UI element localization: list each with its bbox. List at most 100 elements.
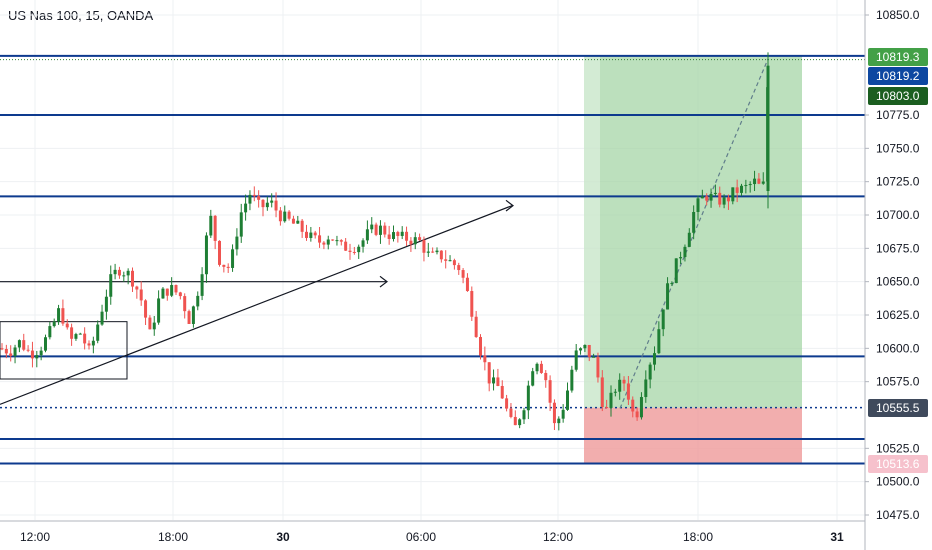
candle[interactable]	[200, 274, 204, 296]
candle[interactable]	[431, 251, 435, 253]
candle[interactable]	[735, 187, 739, 193]
candle[interactable]	[418, 237, 422, 241]
candle[interactable]	[552, 402, 556, 424]
candle[interactable]	[539, 363, 543, 373]
candle[interactable]	[331, 239, 335, 241]
candle[interactable]	[309, 232, 313, 238]
candle[interactable]	[13, 347, 17, 356]
candle[interactable]	[361, 240, 365, 247]
candle[interactable]	[687, 232, 691, 247]
candle[interactable]	[713, 192, 717, 194]
candle[interactable]	[522, 410, 526, 420]
candle[interactable]	[400, 231, 404, 236]
candle[interactable]	[479, 336, 482, 356]
candle[interactable]	[566, 390, 569, 410]
candle[interactable]	[235, 236, 239, 250]
candle[interactable]	[670, 283, 674, 285]
candle[interactable]	[748, 184, 752, 186]
candle[interactable]	[374, 224, 378, 235]
candle[interactable]	[626, 383, 630, 400]
candle[interactable]	[39, 350, 43, 356]
candle[interactable]	[161, 288, 165, 299]
candle[interactable]	[465, 277, 469, 292]
candle[interactable]	[696, 198, 700, 212]
candle[interactable]	[570, 369, 574, 391]
candle[interactable]	[505, 398, 509, 409]
candle[interactable]	[413, 237, 417, 245]
candle[interactable]	[653, 353, 656, 365]
candle[interactable]	[392, 232, 395, 239]
candle[interactable]	[557, 418, 561, 424]
candle[interactable]	[648, 364, 652, 380]
candle[interactable]	[644, 379, 648, 398]
candle[interactable]	[348, 250, 352, 252]
candle[interactable]	[287, 211, 291, 219]
candle[interactable]	[122, 275, 126, 277]
candle[interactable]	[274, 200, 278, 211]
candle[interactable]	[270, 200, 274, 203]
candle[interactable]	[718, 192, 722, 205]
candle[interactable]	[326, 239, 330, 245]
candle[interactable]	[474, 316, 478, 337]
candle[interactable]	[52, 321, 56, 327]
candle[interactable]	[531, 371, 535, 386]
candle[interactable]	[579, 348, 583, 351]
candle[interactable]	[113, 269, 117, 275]
candle[interactable]	[187, 311, 191, 324]
candle[interactable]	[100, 311, 104, 325]
candle[interactable]	[96, 324, 100, 341]
candle[interactable]	[470, 291, 474, 317]
candle[interactable]	[518, 419, 522, 426]
candle[interactable]	[26, 349, 30, 351]
candle[interactable]	[448, 260, 452, 262]
candle[interactable]	[526, 385, 530, 411]
candle[interactable]	[722, 197, 726, 205]
candle[interactable]	[574, 350, 578, 370]
candle[interactable]	[191, 306, 195, 324]
candle[interactable]	[370, 224, 374, 230]
candle[interactable]	[318, 235, 322, 243]
candle[interactable]	[248, 194, 252, 204]
candle[interactable]	[322, 242, 326, 245]
candle[interactable]	[535, 363, 539, 372]
candle[interactable]	[513, 416, 517, 426]
candle[interactable]	[622, 379, 626, 384]
candle[interactable]	[231, 249, 235, 268]
candle[interactable]	[509, 408, 513, 417]
candle[interactable]	[126, 270, 130, 276]
candle[interactable]	[313, 232, 317, 236]
candle[interactable]	[661, 309, 665, 330]
candle[interactable]	[61, 308, 65, 324]
candle[interactable]	[283, 211, 287, 222]
candle[interactable]	[291, 218, 295, 224]
candle[interactable]	[378, 225, 382, 235]
candle[interactable]	[487, 362, 491, 384]
candle[interactable]	[365, 229, 369, 241]
candle[interactable]	[257, 196, 261, 200]
candle[interactable]	[148, 317, 152, 330]
candle[interactable]	[335, 240, 339, 242]
candle[interactable]	[757, 178, 761, 184]
candle[interactable]	[218, 240, 221, 265]
candle[interactable]	[35, 355, 39, 359]
candle[interactable]	[78, 333, 82, 335]
candle[interactable]	[91, 340, 95, 346]
candle[interactable]	[761, 181, 765, 184]
candle[interactable]	[426, 251, 430, 253]
candle[interactable]	[30, 350, 34, 359]
candle[interactable]	[183, 296, 187, 312]
candle[interactable]	[9, 353, 13, 356]
candle[interactable]	[222, 264, 226, 267]
candle[interactable]	[104, 296, 108, 312]
candle[interactable]	[657, 329, 661, 354]
candle[interactable]	[209, 215, 213, 236]
candle[interactable]	[639, 397, 643, 418]
candle[interactable]	[261, 199, 265, 208]
candle[interactable]	[452, 260, 456, 266]
candle[interactable]	[144, 300, 148, 318]
candle[interactable]	[635, 411, 639, 418]
candle[interactable]	[48, 326, 52, 338]
candle[interactable]	[583, 344, 587, 349]
candle[interactable]	[422, 240, 426, 253]
candle[interactable]	[548, 380, 552, 403]
